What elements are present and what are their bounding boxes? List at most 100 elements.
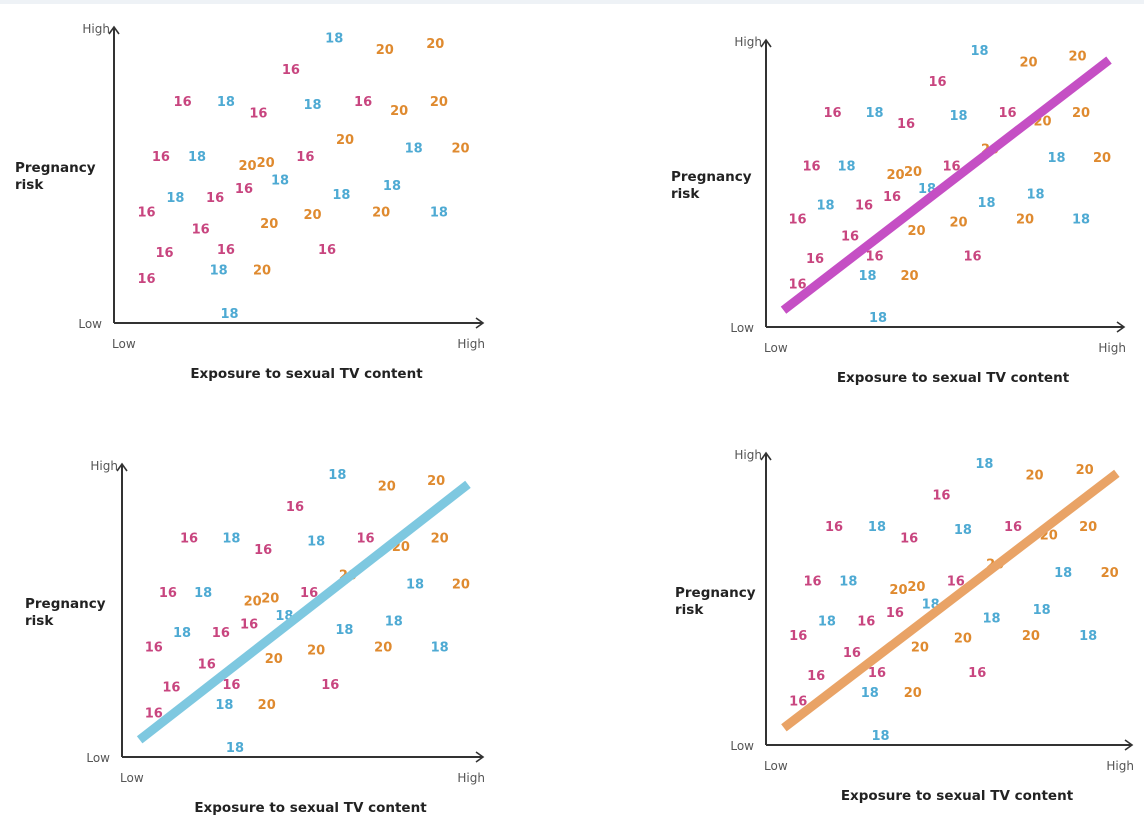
- data-point-age-20: 20: [949, 216, 967, 231]
- data-point-age-18: 18: [818, 615, 836, 630]
- data-point-age-16: 16: [137, 205, 155, 220]
- data-point-age-20: 20: [307, 643, 325, 658]
- scatter-panel-1: High Low Low High Exposure to sexual TV cont…: [15, 22, 485, 382]
- data-point-age-16: 16: [963, 249, 981, 264]
- x-axis-arrow-icon: [1124, 739, 1134, 751]
- data-point-age-16: 16: [789, 695, 807, 710]
- data-point-age-16: 16: [886, 606, 904, 621]
- x-axis-arrow-icon: [1116, 321, 1126, 333]
- y-tick-low: Low: [730, 321, 754, 335]
- data-point-age-20: 20: [257, 156, 275, 171]
- data-point-age-18: 18: [220, 307, 238, 322]
- data-point-age-16: 16: [788, 277, 806, 292]
- data-point-age-18: 18: [222, 531, 240, 546]
- data-point-age-20: 20: [1101, 566, 1119, 581]
- data-point-age-20: 20: [452, 142, 470, 157]
- data-point-age-18: 18: [194, 586, 212, 601]
- data-point-age-16: 16: [900, 532, 918, 547]
- data-point-age-16: 16: [286, 500, 304, 515]
- data-point-age-18: 18: [383, 179, 401, 194]
- y-tick-high: High: [734, 35, 762, 49]
- data-point-age-20: 20: [261, 592, 279, 607]
- data-point-age-20: 20: [372, 205, 390, 220]
- data-point-age-20: 20: [1076, 463, 1094, 478]
- data-point-age-20: 20: [452, 577, 470, 592]
- data-point-age-18: 18: [954, 523, 972, 538]
- data-point-age-16: 16: [868, 666, 886, 681]
- data-point-age-20: 20: [1016, 213, 1034, 228]
- data-point-age-18: 18: [977, 196, 995, 211]
- data-point-age-16: 16: [240, 617, 258, 632]
- data-point-age-20: 20: [244, 595, 262, 610]
- data-point-age-20: 20: [904, 165, 922, 180]
- data-point-age-16: 16: [841, 230, 859, 245]
- x-tick-low: Low: [112, 337, 136, 351]
- data-point-age-16: 16: [152, 150, 170, 165]
- data-point-age-16: 16: [222, 678, 240, 693]
- x-axis-title: Exposure to sexual TV content: [841, 788, 1074, 804]
- data-point-age-20: 20: [1079, 520, 1097, 535]
- data-point-age-18: 18: [975, 457, 993, 472]
- data-point-age-16: 16: [998, 106, 1016, 121]
- scatter-panel-2: High Low Low High Exposure to sexual TV cont…: [671, 35, 1126, 386]
- y-axis-arrow-icon: [760, 451, 772, 461]
- data-point-age-18: 18: [406, 577, 424, 592]
- data-point-age-18: 18: [226, 741, 244, 756]
- data-point-age-16: 16: [807, 669, 825, 684]
- y-tick-high: High: [90, 459, 118, 473]
- trend-line: [781, 469, 1120, 732]
- data-point-age-18: 18: [837, 159, 855, 174]
- data-point-age-20: 20: [390, 104, 408, 119]
- data-point-age-20: 20: [907, 580, 925, 595]
- data-point-age-18: 18: [431, 640, 449, 655]
- x-tick-low: Low: [764, 759, 788, 773]
- data-point-age-18: 18: [188, 150, 206, 165]
- x-tick-high: High: [1098, 341, 1126, 355]
- data-point-age-16: 16: [300, 586, 318, 601]
- data-point-age-18: 18: [215, 698, 233, 713]
- data-point-age-16: 16: [235, 182, 253, 197]
- data-point-age-18: 18: [271, 173, 289, 188]
- x-axis-title: Exposure to sexual TV content: [190, 366, 423, 382]
- y-tick-low: Low: [86, 751, 110, 765]
- data-point-age-20: 20: [253, 263, 271, 278]
- data-point-age-16: 16: [1004, 520, 1022, 535]
- data-point-age-18: 18: [1033, 603, 1051, 618]
- data-point-age-20: 20: [1068, 50, 1086, 65]
- data-point-age-20: 20: [260, 217, 278, 232]
- data-point-age-18: 18: [970, 44, 988, 59]
- data-point-age-16: 16: [254, 543, 272, 558]
- x-axis-arrow-icon: [475, 751, 485, 763]
- data-point-age-16: 16: [947, 574, 965, 589]
- data-point-age-18: 18: [385, 615, 403, 630]
- data-point-age-18: 18: [217, 95, 235, 110]
- data-point-age-18: 18: [328, 468, 346, 483]
- data-point-age-18: 18: [332, 188, 350, 203]
- data-point-age-20: 20: [239, 159, 257, 174]
- data-point-age-16: 16: [968, 666, 986, 681]
- data-point-age-16: 16: [857, 615, 875, 630]
- data-point-age-20: 20: [430, 95, 448, 110]
- x-tick-low: Low: [120, 771, 144, 785]
- data-point-age-20: 20: [431, 531, 449, 546]
- data-point-age-20: 20: [378, 480, 396, 495]
- data-point-age-20: 20: [1019, 55, 1037, 70]
- data-point-age-18: 18: [869, 311, 887, 326]
- x-axis-arrow-icon: [475, 317, 485, 329]
- data-point-age-20: 20: [426, 37, 444, 52]
- data-point-age-20: 20: [1022, 629, 1040, 644]
- data-point-age-18: 18: [868, 520, 886, 535]
- data-points: 1820201616181618162020201820161820201618…: [788, 44, 1111, 326]
- data-point-age-20: 20: [954, 632, 972, 647]
- data-point-age-16: 16: [145, 706, 163, 721]
- data-point-age-20: 20: [374, 640, 392, 655]
- data-point-age-18: 18: [325, 31, 343, 46]
- data-point-age-16: 16: [206, 191, 224, 206]
- y-axis-arrow-icon: [108, 25, 120, 35]
- data-point-age-18: 18: [1047, 151, 1065, 166]
- y-tick-low: Low: [730, 739, 754, 753]
- data-point-age-20: 20: [427, 474, 445, 489]
- data-point-age-18: 18: [816, 199, 834, 214]
- data-point-age-16: 16: [180, 531, 198, 546]
- data-point-age-18: 18: [1054, 566, 1072, 581]
